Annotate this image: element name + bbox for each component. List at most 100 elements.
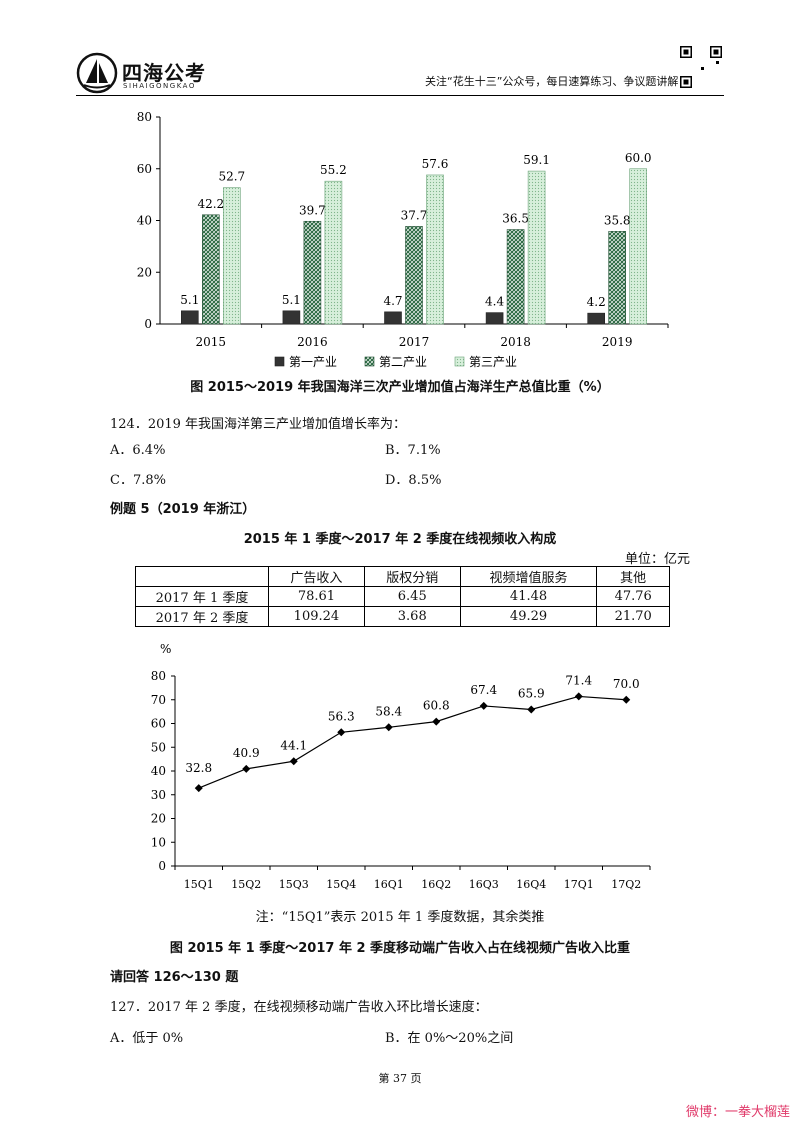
series-line [198,695,627,789]
table-row: 2017 年 1 季度 78.61 6.45 41.48 47.76 [135,586,670,607]
y-tick-label: 20 [151,812,166,826]
y-tick-label: 60 [151,717,166,731]
bar-value-label: 4.7 [383,294,402,308]
bar [405,226,423,325]
y-tick-label: 20 [137,265,152,279]
x-tick-label: 2019 [602,335,633,349]
data-point [622,695,631,704]
bar [608,231,627,325]
question-124: 124．2019 年我国海洋第三产业增加值增长率为： [110,417,407,432]
bar-value-label: 42.2 [197,197,224,211]
y-tick-label: 0 [158,859,166,873]
bar-value-label: 60.0 [625,151,652,165]
table-cell: 21.70 [596,606,670,627]
header-divider [76,95,724,96]
bar [527,170,546,325]
industry-share-bar-chart: 0 20 40 60 80 2015 5.1 42.2 52.7 2016 5.1 39.7 55.2 2… [137,110,669,369]
legend-label: 第一产业 [289,355,337,369]
x-tick-label: 15Q4 [326,878,356,891]
table-header-row: 广告收入 版权分销 视频增值服务 其他 [135,566,670,587]
table-cell: 6.45 [363,586,461,607]
qr-finder [680,76,692,88]
q124-option-a: A．6.4% [110,443,166,458]
x-tick-label: 16Q4 [516,878,546,891]
bar-value-label: 5.1 [180,293,199,307]
data-value-label: 40.9 [233,746,260,760]
mobile-ad-share-line-chart: % 0 10 20 30 40 50 60 70 80 15Q1 15Q2 15Q3 15Q4 16Q1 16… [151,642,651,891]
table-cell: 41.48 [459,586,598,607]
x-tick-label: 17Q2 [611,878,641,891]
legend-label: 第二产业 [379,355,427,369]
x-tick-label: 2017 [399,335,430,349]
bar-value-label: 37.7 [401,208,428,222]
x-tick-label: 16Q1 [374,878,404,891]
data-value-label: 56.3 [328,709,355,723]
table-title: 2015 年 1 季度～2017 年 2 季度在线视频收入构成 [243,532,557,547]
y-tick-label: 10 [151,835,166,849]
bar [384,311,402,325]
bar-value-label: 4.2 [587,295,606,309]
x-tick-label: 2016 [297,335,328,349]
data-point [479,701,488,710]
y-tick-label: 0 [144,317,152,331]
data-point [432,717,441,726]
qr-code-icon [680,46,722,88]
bar-value-label: 55.2 [320,163,347,177]
data-point [574,692,583,701]
table-cell: 78.61 [268,586,365,607]
legend-swatch [274,356,285,367]
data-value-label: 44.1 [280,738,307,752]
bar [180,310,199,325]
q124-option-b: B．7.1% [385,443,441,458]
data-point [289,757,298,766]
chart2-caption: 图 2015 年 1 季度～2017 年 2 季度移动端广告收入占在线视频广告收… [169,941,631,956]
data-point [242,764,251,773]
table-header-cell: 其他 [596,566,670,587]
table-header-cell: 广告收入 [268,566,365,587]
qr-finder-center [683,79,689,85]
bar-value-label: 5.1 [282,293,301,307]
bar [587,312,606,325]
x-tick-label: 16Q3 [469,878,499,891]
qr-finder [710,46,722,58]
legend-swatch [454,356,465,367]
bar-value-label: 52.7 [218,170,245,184]
table-cell: 109.24 [268,606,365,627]
bar-value-label: 35.8 [604,213,631,227]
bar [223,187,241,325]
question-127: 127．2017 年 2 季度，在线视频移动端广告收入环比增长速度： [110,1000,488,1015]
header: 四海公考 SIHAIGONGKAO 关注“花生十三”公众号，每日速算练习、争议题… [0,0,800,100]
y-tick-label: 50 [151,740,166,754]
data-value-label: 58.4 [375,704,402,718]
data-value-label: 32.8 [185,761,212,775]
qr-finder-center [683,49,689,55]
table-row: 2017 年 2 季度 109.24 3.68 49.29 21.70 [135,606,670,627]
logo-text: 四海公考 [122,61,206,85]
table-header-cell: 版权分销 [363,566,461,587]
table-header-cell [135,566,269,587]
table-cell: 2017 年 1 季度 [135,586,269,607]
y-tick-label: 80 [151,669,166,683]
weibo-watermark: 微博：一拳大榴莲 [685,1105,790,1120]
x-tick-label: 17Q1 [564,878,594,891]
bar-value-label: 57.6 [422,157,449,171]
bar [282,310,301,325]
x-tick-label: 16Q2 [421,878,451,891]
bar-value-label: 39.7 [299,203,326,217]
qr-module [716,61,719,64]
bar [324,180,343,325]
data-value-label: 60.8 [423,699,450,713]
revenue-table: 广告收入 版权分销 视频增值服务 其他 2017 年 1 季度 78.61 6.… [135,566,670,627]
bar [506,229,525,325]
data-point [527,705,536,714]
q127-option-a: A．低于 0% [110,1031,184,1046]
data-value-label: 67.4 [470,683,497,697]
table-unit: 单位：亿元 [624,552,690,567]
x-tick-label: 2015 [196,335,227,349]
data-point [384,723,393,732]
legend-swatch [364,356,375,367]
logo-subtext: SIHAIGONGKAO [123,82,196,90]
x-tick-label: 15Q3 [279,878,309,891]
data-point [337,728,346,737]
qr-module [701,67,704,70]
